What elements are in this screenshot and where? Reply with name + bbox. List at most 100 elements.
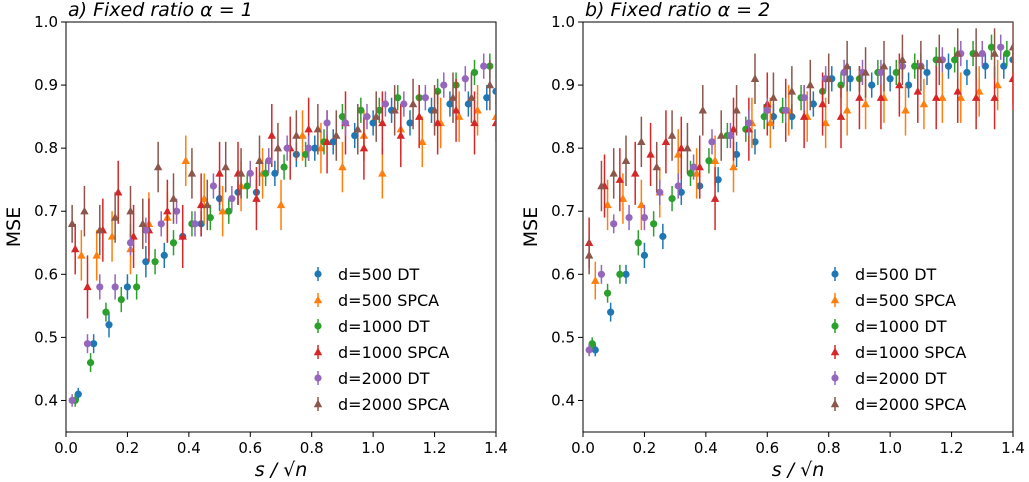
data-point [698, 105, 707, 114]
data-point [904, 81, 913, 89]
plot-frame [582, 21, 1014, 433]
legend: d=500 DT d=500 SPCA d=1000 DT d=1000 SPCA d=… [313, 265, 449, 414]
data-point [953, 49, 962, 57]
data-point [151, 258, 159, 266]
y-tick-label: 0.8 [551, 139, 575, 157]
data-point [661, 137, 671, 146]
data-point [732, 105, 741, 114]
data-point [92, 250, 101, 259]
data-point [126, 239, 135, 247]
series-4 [68, 53, 488, 407]
y-tick-label: 0.6 [34, 265, 58, 283]
data-point [938, 93, 947, 101]
data-point [200, 194, 209, 202]
data-point [886, 75, 894, 83]
x-tick-label: 0.8 [300, 439, 324, 457]
data-point [491, 112, 496, 120]
data-point [861, 99, 870, 108]
data-point [262, 169, 270, 177]
data-point [809, 100, 817, 108]
data-points [584, 22, 1013, 357]
data-point [67, 219, 77, 228]
series-5 [67, 59, 495, 256]
data-point [483, 94, 491, 102]
legend-label: d=2000 SPCA [855, 395, 966, 414]
data-point [283, 144, 291, 152]
data-point [138, 219, 147, 228]
data-point [953, 86, 962, 95]
data-point [692, 168, 701, 177]
data-point [363, 113, 371, 121]
data-point [714, 176, 722, 184]
data-point [1008, 42, 1013, 51]
data-points [67, 53, 496, 407]
series-5 [584, 22, 1013, 275]
data-point [191, 220, 199, 228]
data-point [396, 131, 405, 139]
data-point [406, 119, 414, 127]
data-point [433, 118, 442, 127]
data-point [1003, 49, 1011, 58]
data-point [842, 105, 852, 114]
legend-label: d=2000 DT [338, 369, 430, 388]
legend-label: d=500 SPCA [855, 291, 956, 310]
data-point [987, 43, 996, 51]
y-tick-label: 1.0 [34, 13, 58, 31]
data-point [369, 119, 377, 127]
data-point [879, 61, 889, 70]
data-point [944, 62, 953, 70]
data-point [221, 162, 230, 171]
data-point [480, 62, 488, 70]
data-point [323, 119, 331, 127]
data-point [876, 93, 886, 101]
data-point [492, 87, 496, 95]
y-tick-label: 0.9 [34, 76, 58, 94]
data-point [80, 206, 89, 215]
data-point [787, 86, 797, 95]
data-point [726, 131, 735, 140]
x-tick-label: 0.0 [54, 439, 78, 457]
data-point [745, 119, 753, 127]
data-point [215, 168, 224, 177]
data-point [169, 194, 178, 202]
data-point [485, 80, 495, 89]
data-point [622, 270, 630, 278]
data-point [689, 163, 698, 171]
data-point [430, 105, 439, 114]
data-point [203, 200, 212, 209]
legend-label: d=1000 DT [855, 317, 947, 336]
data-point [110, 213, 120, 221]
data-point [381, 100, 390, 108]
data-point [316, 143, 326, 152]
data-point [695, 162, 704, 171]
data-point [769, 93, 778, 101]
x-tick-label: 0.6 [755, 439, 779, 457]
data-point [923, 68, 931, 77]
data-point [301, 150, 310, 159]
data-point [919, 99, 929, 108]
data-point [821, 118, 830, 127]
data-point [609, 168, 618, 177]
data-point [243, 182, 251, 190]
data-point [338, 113, 347, 121]
data-point [298, 131, 307, 139]
data-point [440, 81, 448, 89]
x-tick-label: 0.2 [632, 439, 656, 457]
data-point [322, 137, 332, 146]
data-point [911, 62, 919, 70]
data-point [846, 75, 854, 83]
data-point [1000, 62, 1008, 70]
data-point [597, 270, 606, 278]
data-point [491, 118, 496, 127]
legend-label: d=1000 SPCA [855, 343, 966, 362]
data-point [603, 289, 612, 297]
x-tick-label: 0.6 [238, 439, 262, 457]
legend-label: d=1000 DT [338, 317, 430, 336]
data-point [267, 131, 276, 139]
data-point [400, 100, 408, 108]
data-point [840, 68, 848, 77]
y-tick-label: 0.5 [34, 328, 58, 346]
data-point [123, 283, 132, 291]
data-point [209, 182, 218, 190]
data-point [708, 138, 716, 146]
